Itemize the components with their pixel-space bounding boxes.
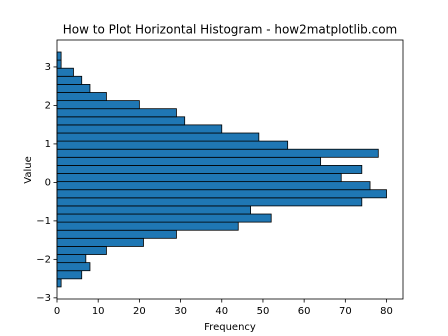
bar: [56, 148, 379, 158]
bar: [56, 84, 91, 93]
x-tick-label: 80: [380, 306, 393, 317]
bar: [56, 278, 62, 288]
y-axis-label: Value: [23, 156, 34, 183]
x-tick-label: 50: [257, 306, 270, 317]
bar: [56, 221, 239, 231]
bar: [56, 229, 177, 239]
bar: [56, 246, 107, 255]
x-tick-label: 70: [339, 306, 352, 317]
bar: [56, 262, 91, 272]
y-tick-label: 3: [45, 62, 51, 73]
chart-title: How to Plot Horizontal Histogram - how2m…: [63, 23, 397, 37]
bar: [56, 165, 363, 174]
x-tick-label: 30: [174, 306, 187, 317]
plot-frame: [56, 39, 404, 300]
bar: [56, 100, 140, 110]
bar: [56, 205, 251, 215]
bar: [56, 197, 363, 207]
x-tick-label: 20: [133, 306, 146, 317]
bar: [56, 92, 107, 102]
bar: [56, 140, 289, 150]
bar: [56, 213, 272, 223]
bar: [56, 67, 74, 77]
bar: [56, 116, 186, 126]
y-tick-label: −1: [36, 216, 51, 227]
bar: [56, 108, 177, 118]
y-tick-label: 1: [45, 139, 51, 150]
y-tick-label: 2: [45, 100, 51, 111]
y-tick-label: −2: [36, 254, 51, 265]
bar: [56, 237, 144, 247]
bar: [56, 173, 342, 183]
y-tick-label: 0: [45, 177, 51, 188]
bar: [56, 132, 260, 142]
bar: [56, 51, 62, 61]
x-tick-label: 0: [54, 306, 60, 317]
x-tick-label: 40: [215, 306, 228, 317]
bar: [56, 181, 371, 191]
bar: [56, 124, 223, 134]
x-tick-label: 10: [92, 306, 105, 317]
bar: [56, 59, 62, 69]
y-tick-label: −3: [36, 293, 51, 304]
bar: [56, 75, 83, 85]
x-tick-label: 60: [298, 306, 311, 317]
bar: [56, 270, 83, 280]
bar: [56, 156, 322, 166]
bar: [56, 254, 87, 264]
bar: [56, 189, 387, 199]
x-axis-label: Frequency: [204, 322, 256, 333]
